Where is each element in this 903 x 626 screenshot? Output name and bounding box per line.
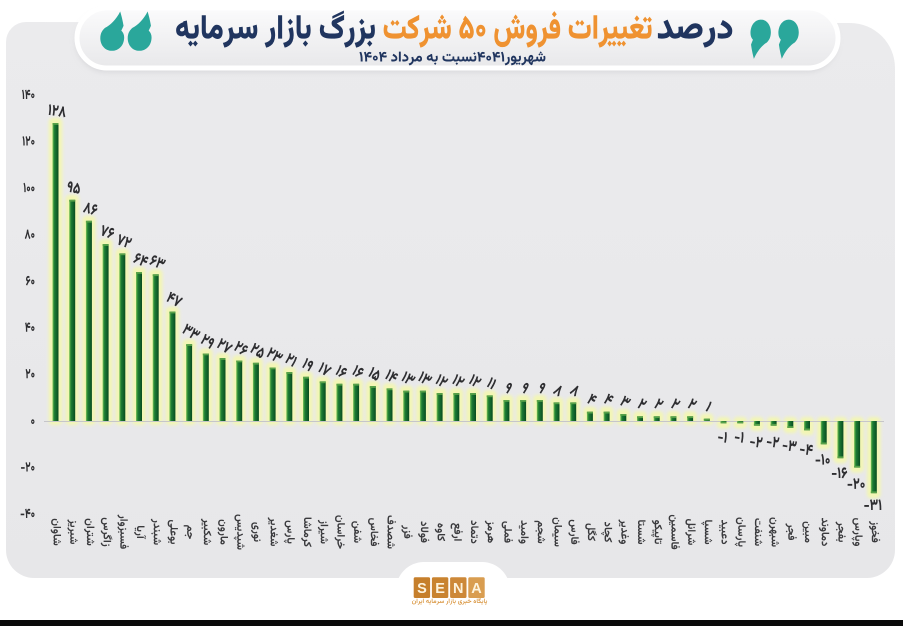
svg-text:A: A <box>471 581 482 597</box>
svg-text:E: E <box>435 581 445 597</box>
svg-text:N: N <box>453 581 463 597</box>
svg-text:S: S <box>417 581 427 597</box>
